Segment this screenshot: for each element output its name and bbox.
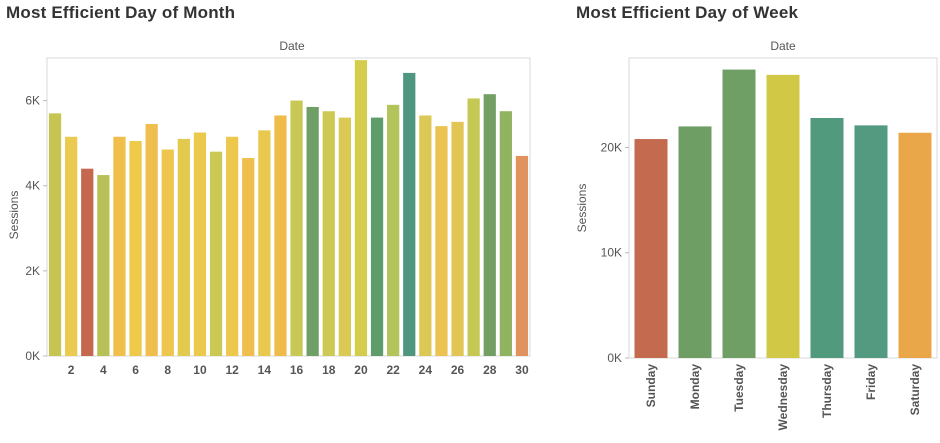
bar-saturday xyxy=(898,132,932,358)
x-tick-label-month: 16 xyxy=(290,363,304,377)
y-tick-label-month: 4K xyxy=(25,179,40,193)
bar-day-14 xyxy=(258,130,271,356)
bar-day-1 xyxy=(48,113,62,356)
x-tick-label-week: Sunday xyxy=(644,364,658,408)
x-axis-title-month: Date xyxy=(279,39,305,53)
x-tick-label-week: Tuesday xyxy=(732,364,746,412)
x-tick-label-month: 6 xyxy=(132,363,139,377)
x-tick-label-month: 28 xyxy=(483,363,497,377)
bar-day-2 xyxy=(65,136,78,356)
bar-day-26 xyxy=(451,121,464,356)
y-tick-label-month: 0K xyxy=(25,349,40,363)
x-tick-label-month: 24 xyxy=(419,363,433,377)
bar-day-19 xyxy=(338,117,351,356)
plot-frame-month xyxy=(46,57,531,357)
x-tick-label-week: Saturday xyxy=(908,364,922,416)
bar-sunday xyxy=(634,139,668,358)
x-tick-label-month: 30 xyxy=(515,363,529,377)
bar-day-22 xyxy=(387,104,400,356)
bar-day-15 xyxy=(274,115,287,356)
bar-day-10 xyxy=(193,132,207,356)
x-tick-label-month: 26 xyxy=(451,363,465,377)
x-tick-label-month: 18 xyxy=(322,363,336,377)
bar-day-9 xyxy=(177,138,190,356)
x-tick-label-month: 10 xyxy=(193,363,207,377)
bar-friday xyxy=(854,125,888,358)
y-axis-title-week: Sessions xyxy=(575,184,589,233)
chart-title-day-of-month: Most Efficient Day of Month xyxy=(6,3,236,22)
bar-day-24 xyxy=(419,115,432,356)
bar-day-20 xyxy=(354,60,368,356)
bar-tuesday xyxy=(722,69,756,358)
y-tick-label-month: 2K xyxy=(25,264,40,278)
chart-title-day-of-week: Most Efficient Day of Week xyxy=(576,3,799,22)
x-axis-title-week: Date xyxy=(770,39,796,53)
bar-thursday xyxy=(810,118,844,358)
bar-day-11 xyxy=(209,151,223,356)
bar-day-27 xyxy=(467,98,480,356)
bar-day-30 xyxy=(515,155,529,356)
bar-day-12 xyxy=(226,136,239,356)
bar-day-21 xyxy=(370,117,384,356)
bar-day-3 xyxy=(81,168,94,356)
x-tick-label-week: Friday xyxy=(864,364,878,400)
y-tick-label-week: 0K xyxy=(607,351,622,365)
y-axis-title-month: Sessions xyxy=(7,191,21,240)
bar-day-29 xyxy=(499,111,512,356)
bar-day-8 xyxy=(161,149,174,356)
x-tick-label-month: 2 xyxy=(68,363,75,377)
x-tick-label-month: 22 xyxy=(386,363,400,377)
y-tick-label-week: 10K xyxy=(601,246,622,260)
bar-day-17 xyxy=(306,106,319,356)
x-tick-label-month: 14 xyxy=(258,363,272,377)
y-tick-label-month: 6K xyxy=(25,94,40,108)
y-tick-label-week: 20K xyxy=(601,140,622,154)
bar-day-23 xyxy=(403,72,416,357)
x-tick-label-week: Thursday xyxy=(820,364,834,418)
bar-day-18 xyxy=(322,111,335,356)
x-tick-label-week: Wednesday xyxy=(776,364,790,431)
bar-monday xyxy=(678,126,712,358)
bar-day-6 xyxy=(129,141,142,356)
bar-wednesday xyxy=(766,74,800,358)
x-tick-label-month: 4 xyxy=(100,363,107,377)
bar-day-5 xyxy=(113,136,126,356)
x-tick-label-week: Monday xyxy=(688,364,702,410)
x-tick-label-month: 8 xyxy=(164,363,171,377)
bar-day-4 xyxy=(97,175,110,356)
bar-day-7 xyxy=(145,123,158,356)
plot-area-week: 0K 10K 20K Sunday Monday Tuesday Wednesday Thur… xyxy=(601,57,938,431)
bar-day-16 xyxy=(290,100,303,356)
x-tick-label-month: 12 xyxy=(225,363,239,377)
bar-day-13 xyxy=(242,158,255,356)
bar-day-28 xyxy=(483,94,496,356)
bar-day-25 xyxy=(435,126,448,356)
x-tick-label-month: 20 xyxy=(354,363,368,377)
